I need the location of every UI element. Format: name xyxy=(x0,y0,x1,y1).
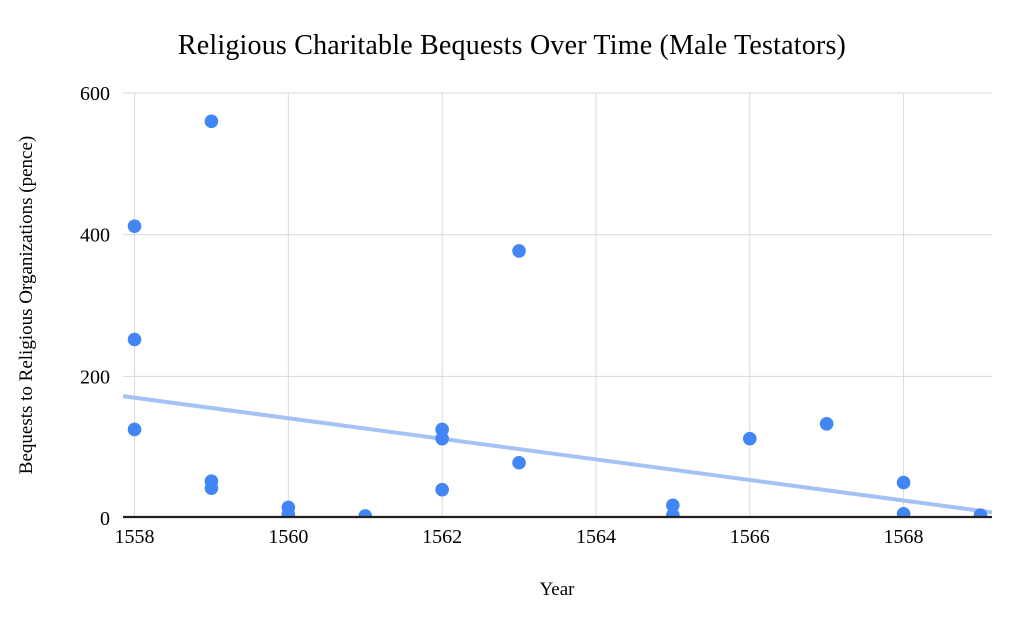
trendline xyxy=(122,394,993,515)
tick-labels: 0 200 400 600 1558 1560 1562 1564 1566 1568 xyxy=(80,83,924,548)
data-point xyxy=(281,507,296,518)
y-tick-label: 600 xyxy=(80,83,110,105)
data-point xyxy=(204,481,219,496)
data-point xyxy=(127,219,142,233)
x-tick-label: 1564 xyxy=(576,526,616,548)
y-tick-label: 400 xyxy=(80,225,110,247)
data-point xyxy=(127,422,142,437)
data-point xyxy=(435,431,449,446)
data-point xyxy=(896,506,911,518)
x-axis-title: Year xyxy=(539,579,575,600)
data-point xyxy=(127,332,142,347)
data-point xyxy=(742,431,757,446)
data-point xyxy=(973,508,988,518)
data-point xyxy=(666,498,680,513)
x-tick-label: 1562 xyxy=(422,526,462,548)
data-point xyxy=(896,475,911,490)
x-tick-label: 1558 xyxy=(115,526,155,548)
data-point xyxy=(204,114,219,129)
y-tick-label: 0 xyxy=(100,508,110,530)
x-tick-label: 1568 xyxy=(884,526,924,548)
data-point xyxy=(512,244,526,258)
gridlines xyxy=(123,92,992,517)
data-point xyxy=(512,455,526,470)
y-tick-label: 200 xyxy=(80,366,110,388)
x-tick-label: 1560 xyxy=(268,526,308,548)
data-point xyxy=(819,416,834,431)
chart-title: Religious Charitable Bequests Over Time … xyxy=(177,30,847,61)
data-point xyxy=(666,508,680,518)
x-tick-label: 1566 xyxy=(730,526,770,548)
data-point xyxy=(358,509,373,518)
data-point xyxy=(435,482,449,497)
data-points xyxy=(127,114,988,518)
